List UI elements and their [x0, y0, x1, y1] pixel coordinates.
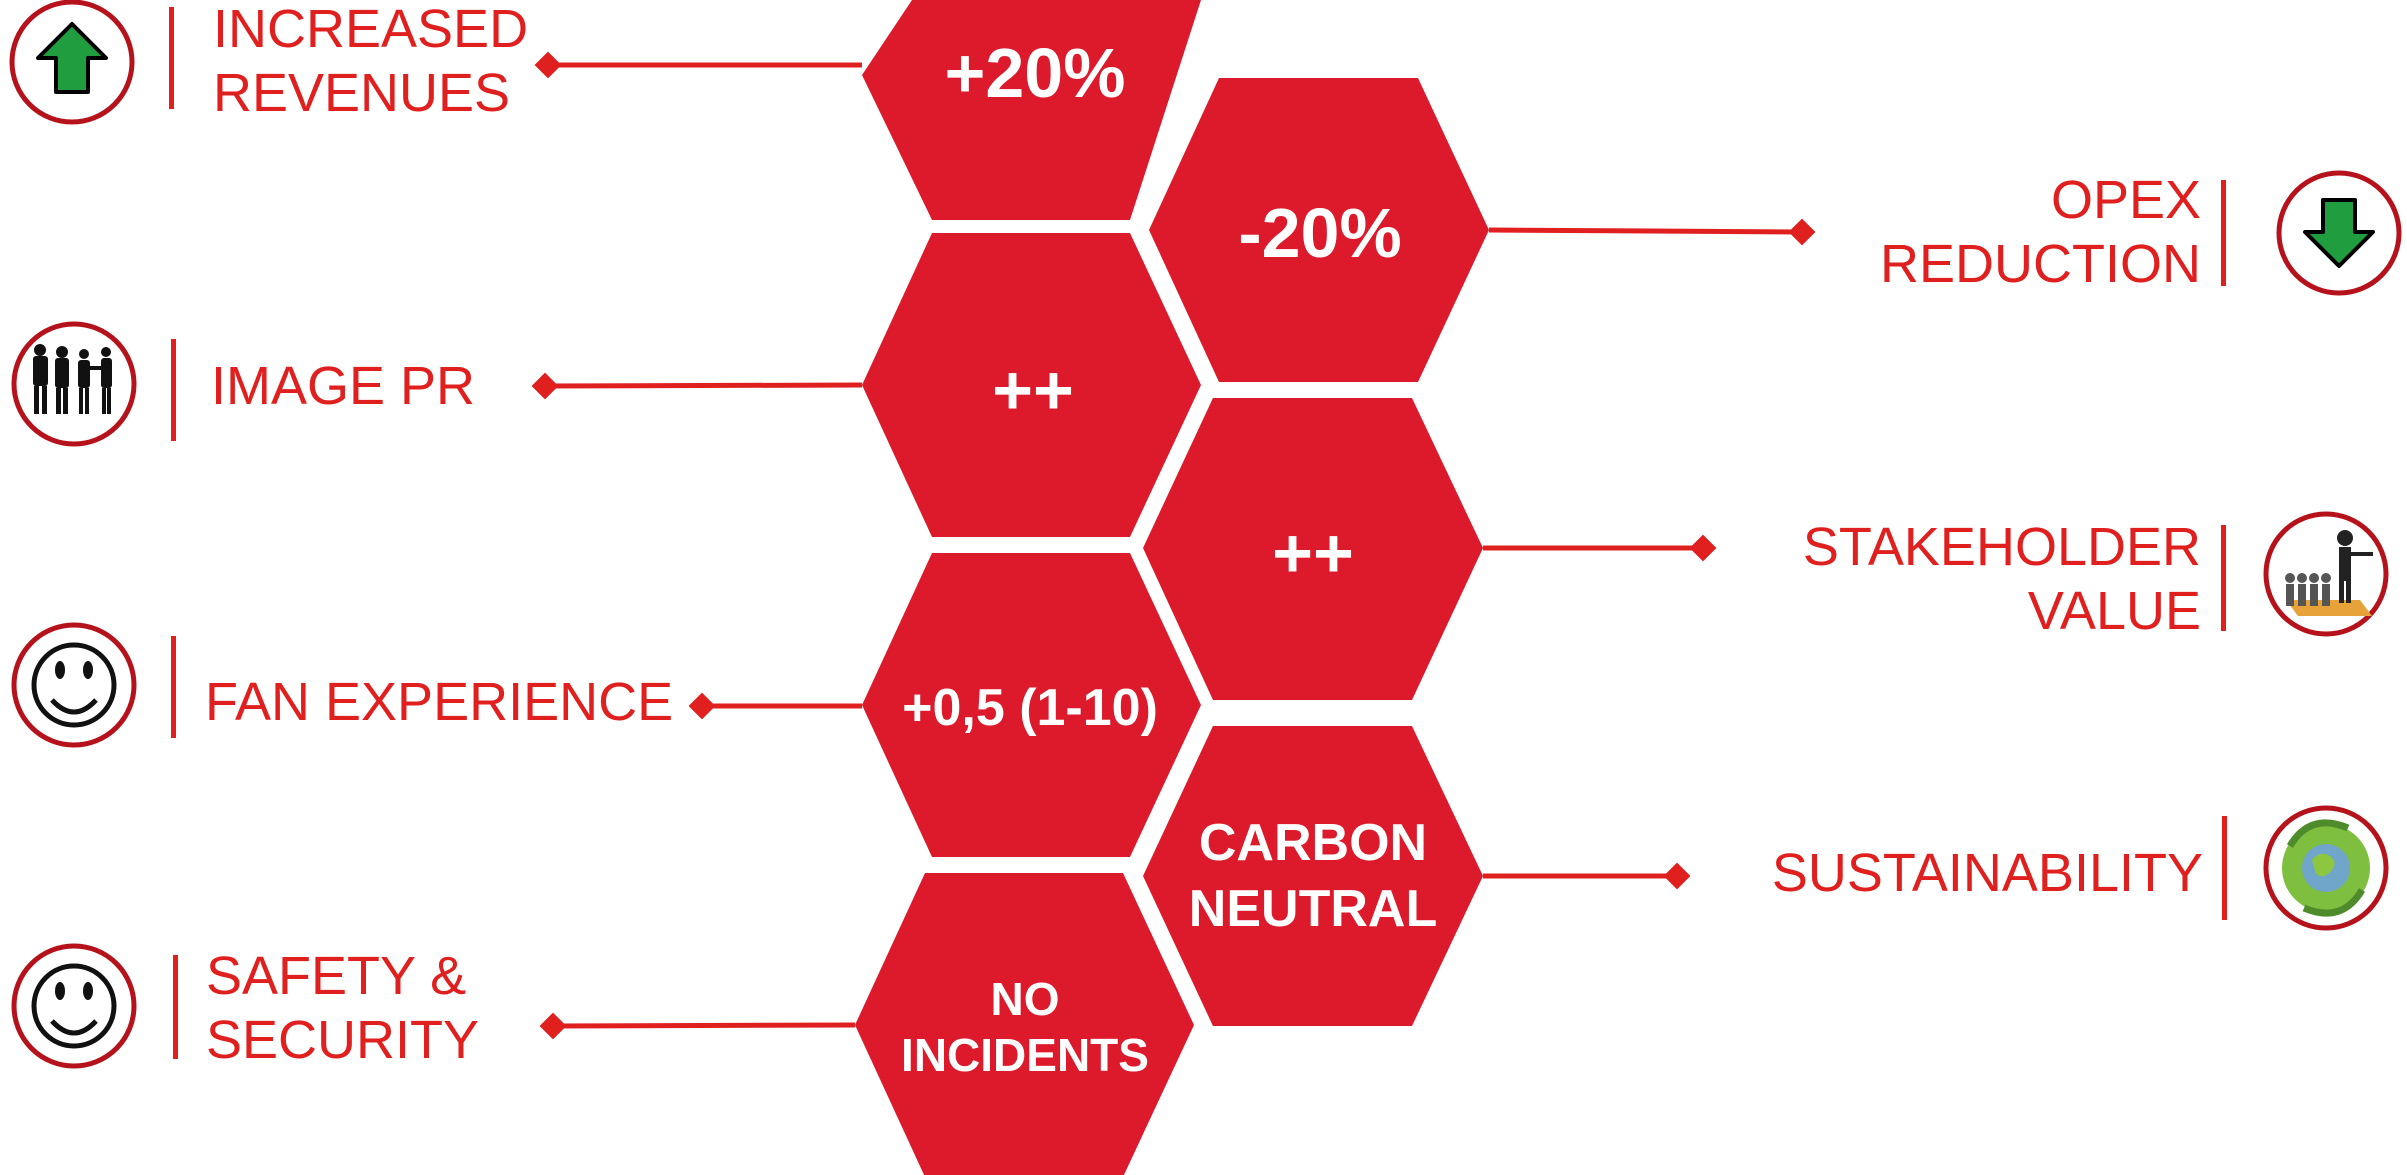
hexagon-opex-reduction: [1149, 78, 1489, 382]
recycle-globe-icon: [2282, 819, 2370, 917]
hexagon-fan-experience: [862, 553, 1201, 857]
label-fan-experience: FAN EXPERIENCE: [205, 672, 674, 732]
value-stakeholder-value: ++: [1272, 513, 1354, 592]
separator-bar-image-pr: [171, 339, 176, 441]
people-silhouette-icon: [33, 344, 112, 414]
label-image-pr: IMAGE PR: [211, 356, 476, 416]
label-increased-revenues: INCREASED REVENUES: [213, 0, 529, 123]
hexagon-image-pr: [862, 233, 1201, 537]
value-opex-reduction: -20%: [1238, 193, 1402, 272]
down-arrow-icon: [2303, 198, 2375, 268]
connector-dot-fan: [688, 692, 716, 720]
smiley-icon-safety: [31, 963, 117, 1049]
connector-line-image-pr: [544, 382, 863, 389]
label-sustainability: SUSTAINABILITY: [1771, 843, 2203, 903]
hexagon-increased-revenues: [862, 0, 1201, 220]
connector-dot-stakeholder: [1689, 534, 1717, 562]
connector-dot-sustainability: [1663, 862, 1691, 890]
separator-bar-stakeholder: [2221, 525, 2226, 631]
label-stakeholder-value: STAKEHOLDER VALUE: [1802, 517, 2201, 641]
value-fan-experience: +0,5 (1-10): [902, 678, 1158, 737]
smiley-icon-fan: [31, 642, 117, 728]
value-safety-security: NO INCIDENTS: [901, 973, 1149, 1081]
connector-line-opex: [1488, 227, 1803, 235]
label-opex-reduction: OPEX REDUCTION: [1880, 170, 2201, 294]
separator-bar-opex: [2221, 180, 2226, 286]
stakeholder-figures-icon: [2285, 530, 2373, 616]
hexagon-sustainability: [1143, 726, 1483, 1026]
hexagon-stakeholder-value: [1143, 398, 1483, 700]
connector-dot-revenues: [534, 51, 562, 79]
hexagon-safety-security: [855, 873, 1194, 1175]
separator-bar-safety: [173, 955, 178, 1059]
value-image-pr: ++: [992, 350, 1074, 429]
label-safety-security: SAFETY & SECURITY: [206, 946, 480, 1070]
connector-dot-opex: [1788, 218, 1816, 246]
connector-line-safety: [552, 1022, 856, 1029]
connector-dot-safety: [539, 1012, 567, 1040]
connector-dot-image-pr: [531, 372, 559, 400]
separator-bar-fan: [171, 636, 176, 738]
separator-bar-revenues: [169, 7, 174, 109]
value-increased-revenues: +20%: [944, 33, 1126, 112]
separator-bar-sustainability: [2222, 816, 2227, 920]
icon-circle-image-pr: [11, 321, 137, 447]
value-sustainability: CARBON NEUTRAL: [1188, 814, 1438, 938]
up-arrow-icon: [36, 22, 108, 94]
